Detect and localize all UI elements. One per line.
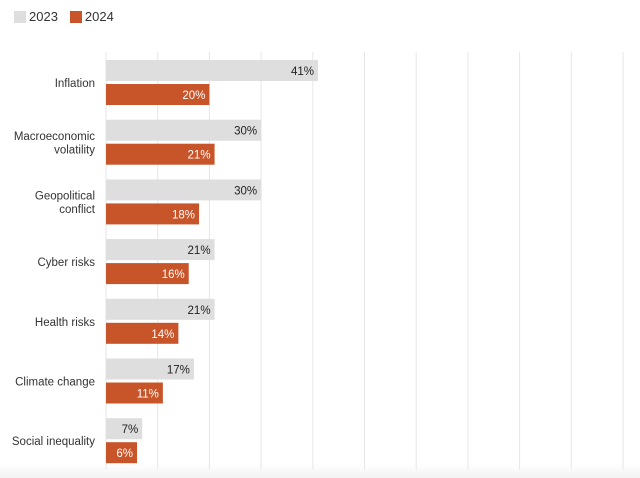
bar-2023 [106, 418, 143, 440]
category-label: Cyber risks [37, 257, 95, 269]
bar-2023 [106, 179, 262, 201]
category-label: Inflation [55, 78, 95, 90]
bar-2024 [106, 263, 189, 285]
bar-2024 [106, 382, 163, 404]
data-label-2024: 21% [188, 150, 211, 162]
legend-swatch-2023 [14, 10, 26, 23]
legend-item-2024: 2024 [69, 9, 114, 24]
bar-2023 [106, 239, 215, 261]
legend-swatch-2024 [69, 10, 82, 23]
legend-item-2023: 2023 [14, 9, 58, 24]
data-label-2024: 11% [137, 389, 159, 401]
data-label-2024: 16% [162, 269, 185, 281]
data-label-2023: 41% [291, 66, 314, 78]
bar-2024 [106, 322, 179, 344]
bottom-fade [0, 464, 640, 478]
data-label-2023: 7% [122, 424, 139, 436]
legend-label-2024: 2024 [84, 9, 114, 24]
bar-2024 [106, 442, 138, 464]
bar-2024 [106, 143, 215, 165]
legend-label-2023: 2023 [29, 9, 58, 24]
bar-2023 [106, 298, 215, 320]
bar-2023 [106, 60, 318, 81]
data-label-2024: 6% [116, 448, 133, 460]
bar-2023 [106, 119, 262, 141]
category-label: Geopolitical conflict [35, 191, 96, 217]
data-label-2024: 18% [172, 209, 195, 221]
category-label: Health risks [35, 317, 95, 329]
data-label-2023: 21% [188, 245, 211, 257]
data-label-2024: 14% [151, 329, 174, 341]
category-label: Macroeconomic volatility [14, 131, 95, 157]
data-label-2023: 30% [234, 185, 257, 197]
legend: 2023 2024 [14, 9, 114, 24]
bar-2024 [106, 203, 200, 225]
data-label-2023: 30% [234, 126, 257, 138]
category-label: Climate change [15, 377, 95, 389]
bar-2024 [106, 84, 210, 105]
data-label-2023: 21% [188, 305, 211, 317]
bar-2023 [106, 358, 194, 380]
data-label-2024: 20% [182, 90, 205, 102]
data-label-2023: 17% [167, 365, 190, 377]
category-label: Social inequality [12, 436, 95, 448]
